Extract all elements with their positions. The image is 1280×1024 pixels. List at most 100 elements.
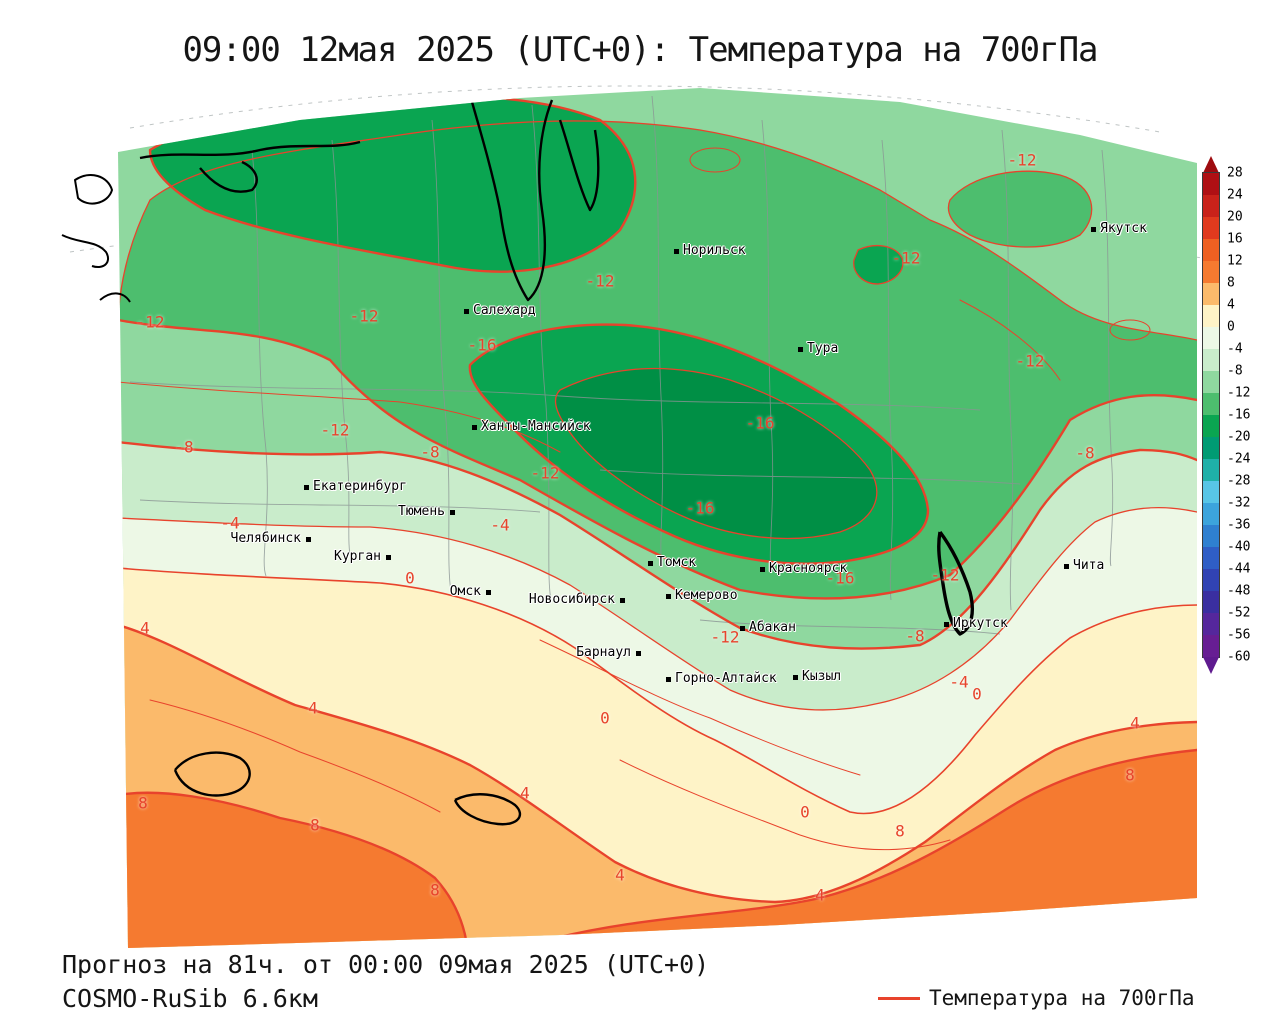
city-dot-icon [449,509,455,515]
city-dot-icon [797,346,803,352]
page-title: 09:00 12мая 2025 (UTC+0): Температура на… [182,30,1098,70]
colorbar-cell [1203,459,1219,481]
colorbar-tick-label: -12 [1227,385,1251,401]
contour-value-label: 4 [815,885,825,905]
contour-thin-extra [1109,319,1151,341]
city-label: Абакан [749,620,796,635]
forecast-info-text: Прогноз на 81ч. от 00:00 09мая 2025 (UTC… [62,950,710,979]
city-label: Кемерово [675,588,738,603]
city-dot-icon [485,589,491,595]
contour-value-label: -12 [891,248,921,268]
city-label: Томск [657,555,697,570]
admin-border [599,469,1021,485]
colorbar-tick-label: 16 [1227,231,1243,247]
contour-0 [118,567,1197,815]
city-dot-icon [1063,563,1069,569]
contour-value-label: 0 [600,708,610,728]
admin-border [699,619,1001,635]
coast-yamal [199,160,258,193]
contour-value-label: -16 [825,568,855,588]
colorbar-cell [1203,305,1219,327]
colorbar-cells [1203,173,1219,657]
colorbar-cell [1203,371,1219,393]
city-label: Кызыл [802,669,842,684]
contour-value-label: 0 [972,684,982,704]
admin-border [129,381,981,411]
contour-value-label: -16 [685,498,715,518]
colorbar-cell [1203,239,1219,261]
coastlines-outside [61,174,131,303]
contour-value-label: -8 [174,437,194,457]
city-dot-icon [305,536,311,542]
lake-southwest [173,751,251,797]
city-dot-icon [665,593,671,599]
city-label: Челябинск [230,531,301,546]
admin-border [139,499,541,513]
coastlines [139,94,974,826]
admin-border [881,139,894,601]
contour-value-label: 8 [138,793,148,813]
lake-south [453,793,521,826]
contour-value-label: -12 [349,306,379,326]
model-info-text: COSMO-RuSib 6.6км [62,984,318,1013]
band-minus16-patch-east [853,245,903,284]
colorbar-cell [1203,195,1219,217]
city-dot-icon [665,676,671,682]
contour-minus16-patch-east [853,244,904,285]
city-label: Горно-Алтайск [675,671,777,686]
contour-minus16-central [468,323,930,565]
colorbar-cell [1203,415,1219,437]
colorbar-arrow-bottom-icon [1203,657,1219,674]
city-label: Ханты-Мансийск [481,419,591,434]
colorbar-tick-label: -28 [1227,473,1251,489]
colorbar-cell [1203,217,1219,239]
colorbar-cell [1203,635,1219,657]
contour-value-label: -16 [467,335,497,355]
colorbar-tick-label: -52 [1227,605,1251,621]
contour-value-label: 4 [520,783,530,803]
city-label: Чита [1073,558,1105,573]
lake-baikal [937,530,974,636]
colorbar-tick-label: 0 [1227,319,1235,335]
contour-minus8 [118,440,1197,650]
city-dot-icon [635,650,641,656]
colorbar-arrow-top-icon [1203,156,1219,173]
city-dot-icon [673,248,679,254]
colorbar-tick-label: -44 [1227,561,1251,577]
coast-fragment [99,292,131,303]
contour-minus12-north [118,120,1197,341]
colorbar-cell [1203,547,1219,569]
city-dot-icon [471,424,477,430]
colorbar-tick-label: -48 [1227,583,1251,599]
legend: Температура на 700гПа [878,986,1195,1010]
contour-value-label: 8 [1125,765,1135,785]
coast-fragment [61,234,110,268]
colorbar-cell [1203,437,1219,459]
colorbar-tick-label: 20 [1227,209,1243,225]
city-label: Якутск [1100,221,1147,236]
temperature-contours [118,94,1197,948]
band-8-plus-southeast [540,750,1197,948]
admin-border [651,95,664,564]
city-label: Курган [334,549,381,564]
contour-value-label: 4 [1130,713,1140,733]
colorbar-cell [1203,327,1219,349]
colorbar-tick-label: -16 [1227,407,1251,423]
colorbar-tick-label: -56 [1227,627,1251,643]
contour-8-southwest [118,791,470,948]
graticule-arc [129,85,1161,133]
colorbar-tick-label: -4 [1227,341,1243,357]
band-8-plus-southwest [118,792,468,948]
city-label: Екатеринбург [313,479,407,494]
band-minus16-north [150,96,636,272]
contour-value-label: 8 [895,821,905,841]
city-label: Барнаул [576,645,631,660]
city-label: Новосибирск [528,592,615,607]
legend-line-sample [878,996,920,1000]
contour-value-label: -12 [710,627,740,647]
contour-minus4 [118,506,1197,711]
contour-thin-extra [689,147,741,173]
contour-value-label: 8 [430,880,440,900]
colorbar-cell [1203,173,1219,195]
